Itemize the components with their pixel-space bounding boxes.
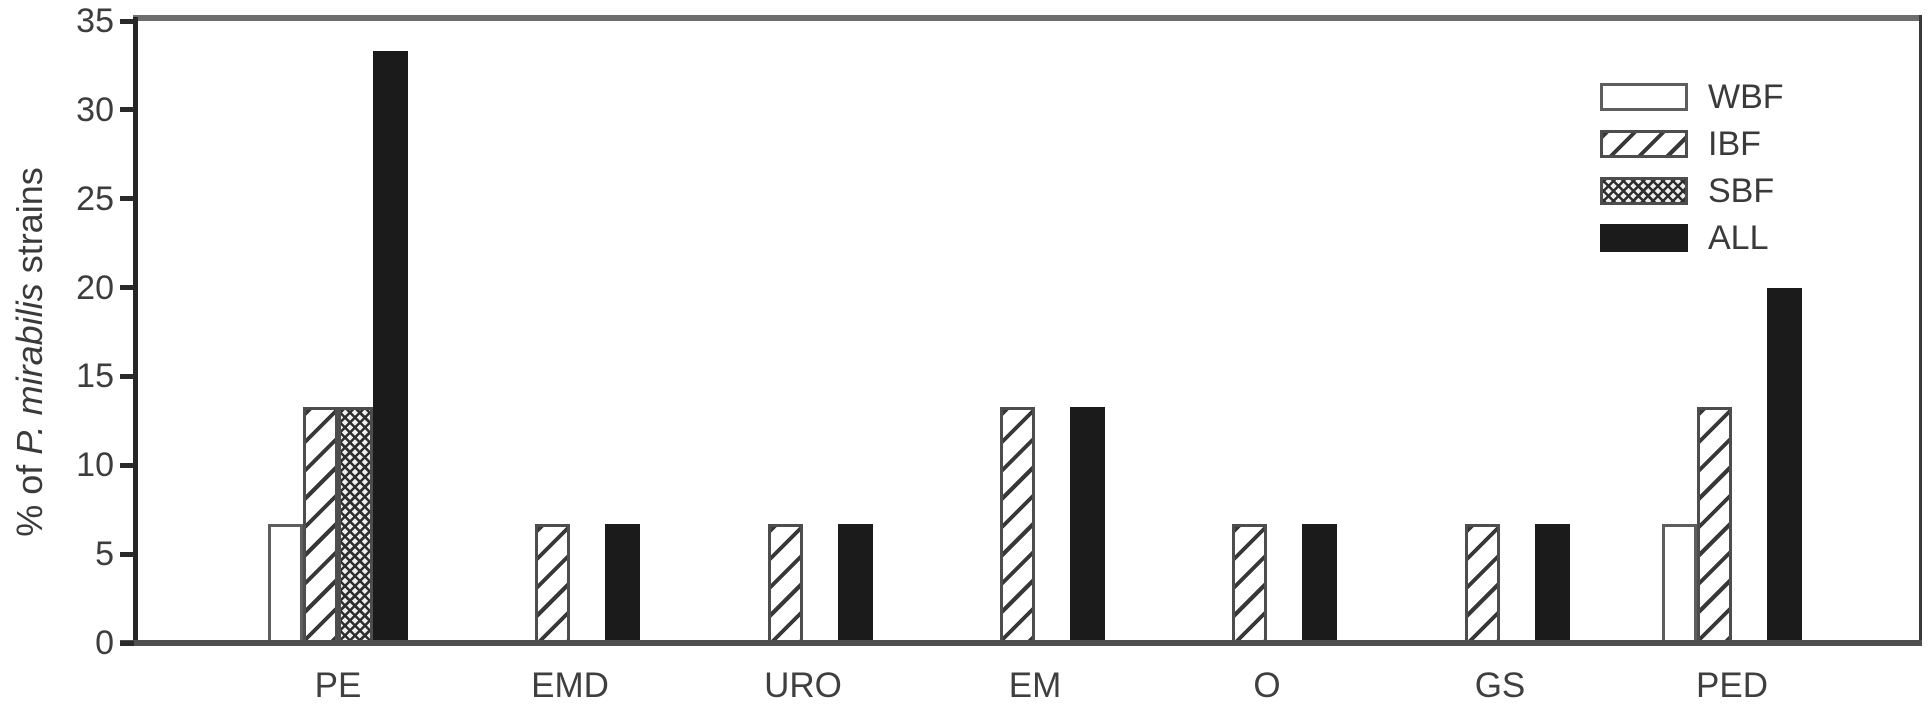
bar-PED-WBF [1662,524,1697,646]
y-tick-label-0: 0 [95,624,114,662]
bar-EM-ALL [1070,407,1105,646]
x-label-EM: EM [1008,666,1062,705]
y-tick-mark-10 [120,462,134,468]
legend-label-all: ALL [1708,219,1769,257]
x-label-PE: PE [314,666,362,705]
x-axis-line [120,640,1922,646]
bar-PE-IBF [303,407,338,646]
bar-PE-WBF [268,524,303,646]
y-tick-mark-5 [120,551,134,557]
bar-O-ALL [1302,524,1337,646]
y-tick-mark-0 [120,640,134,646]
bar-URO-IBF [768,524,803,646]
legend-label-wbf: WBF [1708,78,1784,116]
bar-EMD-IBF [535,524,570,646]
x-label-GS: GS [1474,666,1526,705]
bar-EM-IBF [1000,407,1035,646]
legend-swatch-wbf [1600,83,1688,111]
x-label-O: O [1253,666,1281,705]
y-tick-label-5: 5 [95,535,114,574]
y-tick-mark-20 [120,285,134,291]
legend-label-ibf: IBF [1708,125,1761,163]
y-tick-label-15: 15 [76,357,114,396]
bar-URO-ALL [838,524,873,646]
legend-label-sbf: SBF [1708,172,1775,210]
bar-EMD-ALL [605,524,640,646]
y-tick-label-10: 10 [76,446,114,485]
y-tick-label-20: 20 [76,268,114,307]
legend-swatch-sbf [1600,177,1688,205]
legend-swatch-ibf [1600,130,1688,158]
y-tick-label-25: 25 [76,179,114,218]
bar-O-IBF [1232,524,1267,646]
y-tick-mark-15 [120,373,134,379]
plot-top-border [133,15,1922,21]
bar-PED-ALL [1767,288,1802,646]
plot-right-border [1919,15,1922,646]
bar-GS-ALL [1535,524,1570,646]
y-tick-mark-25 [120,196,134,202]
y-tick-label-30: 30 [76,90,114,129]
x-label-PED: PED [1696,666,1768,705]
y-tick-mark-35 [120,18,134,24]
bar-PE-SBF [338,407,373,646]
x-label-URO: URO [764,666,842,705]
bar-PED-IBF [1697,407,1732,646]
x-label-EMD: EMD [531,666,609,705]
y-axis-line [133,17,138,646]
legend-swatch-all [1600,224,1688,252]
y-tick-label-35: 35 [76,2,114,40]
bar-PE-ALL [373,51,408,646]
bar-GS-IBF [1465,524,1500,646]
y-tick-mark-30 [120,107,134,113]
